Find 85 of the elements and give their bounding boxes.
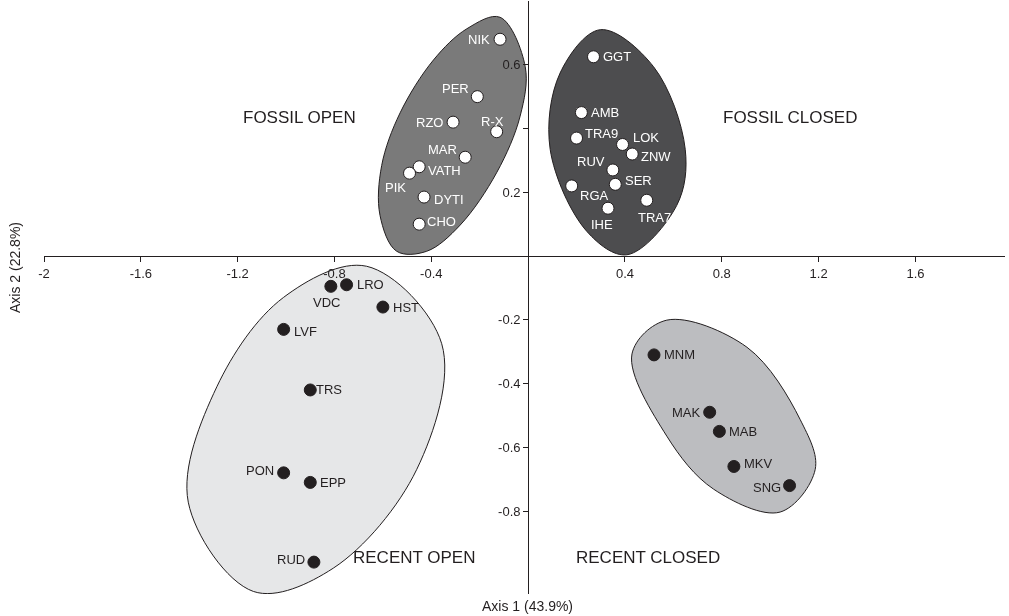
y-axis-title: Axis 2 (22.8%) <box>7 221 24 314</box>
point <box>303 383 317 397</box>
annotation: RECENT OPEN <box>353 548 476 567</box>
point <box>606 163 620 177</box>
annotation: PER <box>442 81 469 96</box>
annotation: IHE <box>591 217 613 232</box>
annotation: RGA <box>580 188 609 203</box>
y-tick-label: -0.6 <box>498 439 521 455</box>
x-tick-label: -1.6 <box>129 265 153 281</box>
point <box>703 405 717 419</box>
point <box>490 125 504 139</box>
annotation: FOSSIL CLOSED <box>723 108 858 127</box>
x-tick-label: 1.6 <box>906 265 925 281</box>
point <box>470 90 484 104</box>
point <box>277 322 291 336</box>
annotation: ZNW <box>641 149 672 164</box>
annotation: RUD <box>277 552 306 567</box>
point <box>783 479 797 493</box>
point <box>647 348 661 362</box>
annotation: VATH <box>428 163 461 178</box>
annotation: PON <box>246 463 275 478</box>
point <box>565 179 579 193</box>
point <box>587 50 600 64</box>
point <box>340 278 354 292</box>
annotation: LOK <box>633 130 660 145</box>
annotation: TRA7 <box>638 210 672 225</box>
point <box>446 115 460 129</box>
annotation: RZO <box>416 115 444 130</box>
annotation: RUV <box>577 154 605 169</box>
x-tick-label: 0.4 <box>615 265 634 281</box>
annotation: LVF <box>294 324 317 339</box>
x-tick-label: -2 <box>38 265 50 281</box>
point <box>570 131 584 145</box>
annotation: TRS <box>316 382 343 397</box>
point <box>712 424 726 438</box>
y-tick-label: -0.8 <box>498 503 521 519</box>
annotation: AMB <box>591 105 620 120</box>
y-tick-label: 0.2 <box>502 184 521 200</box>
point <box>458 150 472 164</box>
point <box>412 217 426 231</box>
point <box>601 201 615 215</box>
point <box>608 177 622 191</box>
annotation: SNG <box>753 480 782 495</box>
annotation: LRO <box>357 277 384 292</box>
point <box>727 459 741 473</box>
point <box>493 32 507 46</box>
annotation: MAR <box>428 142 457 157</box>
point <box>640 193 654 207</box>
x-tick-label: 0.8 <box>712 265 731 281</box>
point <box>616 137 630 151</box>
annotation: MKV <box>744 456 773 471</box>
point <box>303 475 317 489</box>
x-tick-label: -0.4 <box>420 265 443 281</box>
annotation: EPP <box>320 475 347 490</box>
point <box>277 466 291 480</box>
annotation: CHO <box>427 214 456 229</box>
annotation: MNM <box>664 347 696 362</box>
annotation: RECENT CLOSED <box>576 548 721 567</box>
point <box>403 166 417 180</box>
y-tick-label: -0.2 <box>498 312 521 328</box>
annotation: MAB <box>729 424 758 439</box>
annotation: VDC <box>313 295 341 310</box>
annotation: MAK <box>672 405 701 420</box>
point <box>625 147 639 161</box>
annotation: FOSSIL OPEN <box>243 108 356 127</box>
y-tick-label: -0.4 <box>498 376 521 392</box>
annotation: SER <box>625 173 652 188</box>
point <box>417 190 431 204</box>
annotation: DYTI <box>434 192 464 207</box>
annotation: PIK <box>385 180 407 195</box>
annotation: HST <box>393 300 420 315</box>
annotation: R-X <box>481 114 504 129</box>
annotation: TRA9 <box>585 126 619 141</box>
point <box>324 279 338 293</box>
annotation: NIK <box>468 32 490 47</box>
x-tick-label: 1.2 <box>809 265 828 281</box>
annotation: GGT <box>603 49 632 64</box>
point <box>307 555 321 569</box>
y-tick-label: 0.6 <box>502 57 521 73</box>
point <box>412 160 426 174</box>
x-tick-label: -1.2 <box>226 265 249 281</box>
point <box>376 300 390 314</box>
point <box>574 106 588 120</box>
x-tick-label: -0.8 <box>323 265 346 281</box>
x-axis-title: Axis 1 (43.9%) <box>482 598 574 614</box>
